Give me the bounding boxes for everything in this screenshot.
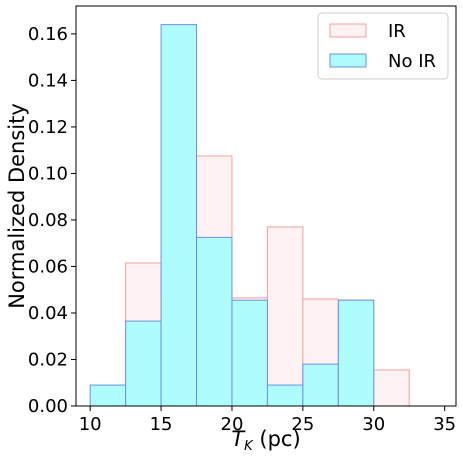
x-tick-label-35: 35 xyxy=(433,414,456,435)
plot-frame xyxy=(75,5,457,407)
y-tick-label-7: 0.14 xyxy=(28,70,68,91)
legend-swatch-no-ir xyxy=(329,53,367,68)
x-axis-label-unit: (pc) xyxy=(253,427,301,451)
y-tick-label-5: 0.10 xyxy=(28,163,68,184)
bar-ir-5 xyxy=(266,226,304,407)
bar-no-ir-3 xyxy=(196,236,233,407)
bar-no-ir-7 xyxy=(337,299,375,407)
y-axis-label: Normalized Density xyxy=(5,103,29,309)
y-tick-label-4: 0.08 xyxy=(28,210,68,231)
legend-swatch-ir xyxy=(329,23,367,38)
y-tick-label-1: 0.02 xyxy=(28,349,68,370)
y-tick-label-3: 0.06 xyxy=(28,256,68,277)
legend: IR No IR xyxy=(317,12,449,80)
x-tick-label-30: 30 xyxy=(362,414,385,435)
y-tick-label-0: 0.00 xyxy=(28,396,68,417)
x-tick-label-15: 15 xyxy=(150,414,173,435)
x-tick-label-10: 10 xyxy=(79,414,102,435)
y-tick-label-6: 0.12 xyxy=(28,117,68,138)
y-tick-label-2: 0.04 xyxy=(28,303,68,324)
y-tick-label-8: 0.16 xyxy=(28,24,68,45)
bar-no-ir-0 xyxy=(89,384,127,407)
x-tick-label-20: 20 xyxy=(221,414,244,435)
bar-no-ir-4 xyxy=(231,299,268,407)
x-tick-label-25: 25 xyxy=(291,414,314,435)
bar-ir-8 xyxy=(373,369,410,407)
bars-layer xyxy=(89,24,410,407)
x-axis-label: TK (pc) xyxy=(231,427,300,454)
legend-label-ir: IR xyxy=(388,21,406,42)
ticks-layer: 10 15 20 25 30 35 0.00 0.02 0.04 0.06 0.08 0.10 0.12… xyxy=(28,24,456,435)
bar-no-ir-2 xyxy=(160,24,198,407)
bar-no-ir-5 xyxy=(266,384,304,407)
bar-no-ir-6 xyxy=(302,363,339,407)
x-axis-label-symbol: T xyxy=(231,427,246,451)
bar-no-ir-1 xyxy=(125,320,162,407)
x-axis-label-subscript: K xyxy=(244,439,254,454)
legend-label-no-ir: No IR xyxy=(388,51,436,72)
